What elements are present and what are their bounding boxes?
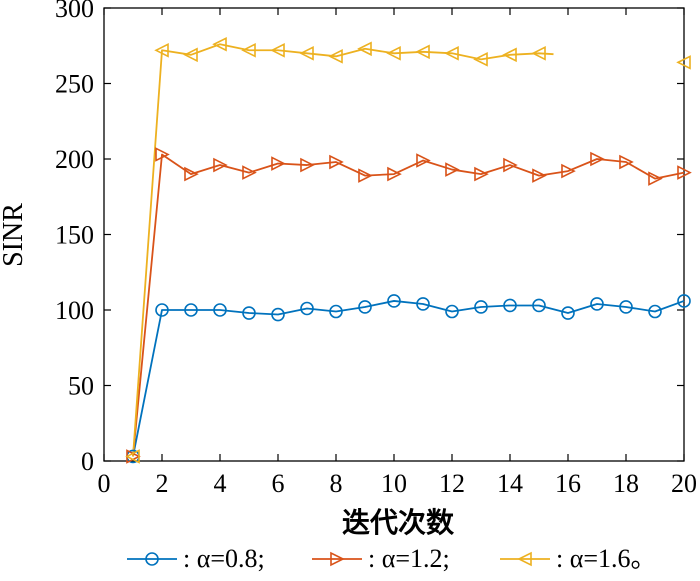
x-tick-label: 18 bbox=[613, 469, 639, 498]
series-3-point bbox=[415, 44, 430, 60]
series-2-point bbox=[561, 163, 576, 179]
series-1-point bbox=[416, 297, 430, 311]
series-1-point bbox=[184, 303, 198, 317]
series-3-point bbox=[502, 47, 517, 63]
series-2-point bbox=[155, 147, 170, 162]
series-1-point bbox=[474, 300, 488, 314]
series-3-point bbox=[531, 46, 546, 61]
legend-marker-2 bbox=[330, 551, 345, 567]
series-2-point bbox=[532, 168, 547, 183]
series-2-point bbox=[358, 168, 373, 183]
series-line-3 bbox=[132, 43, 554, 457]
y-tick-label: 100 bbox=[55, 296, 94, 325]
series-3-point bbox=[183, 47, 198, 63]
series-3-point bbox=[328, 49, 343, 64]
legend-marker-3 bbox=[517, 551, 532, 567]
y-axis-title: SINR bbox=[0, 203, 29, 267]
x-tick-label: 12 bbox=[439, 469, 465, 498]
series-1-point bbox=[590, 297, 604, 311]
series-1-point bbox=[619, 300, 633, 314]
series-3-point bbox=[299, 46, 314, 61]
series-2-point bbox=[329, 154, 344, 170]
series-1-point bbox=[300, 301, 314, 316]
series-2-point bbox=[271, 156, 286, 171]
series-line-1 bbox=[132, 300, 685, 457]
series-2-point bbox=[503, 157, 518, 173]
y-tick-label: 200 bbox=[55, 145, 94, 174]
series-1-point bbox=[155, 303, 169, 317]
series-3-point bbox=[154, 42, 169, 58]
y-axis: 0 50 100 150 200 250 300 bbox=[55, 0, 684, 476]
series-3-point bbox=[241, 42, 256, 58]
plot-border bbox=[103, 7, 685, 462]
legend-label-2: : α=1.2; bbox=[368, 544, 450, 573]
series-1-point bbox=[358, 300, 372, 314]
series-3-point bbox=[386, 46, 401, 61]
x-axis-title: 迭代次数 bbox=[342, 506, 455, 539]
series-3-point bbox=[473, 52, 488, 67]
series-2-point bbox=[619, 154, 634, 170]
series-markers bbox=[125, 36, 692, 464]
y-tick-label: 50 bbox=[68, 372, 94, 401]
series-3-point bbox=[357, 41, 372, 57]
x-tick-label: 6 bbox=[272, 469, 285, 498]
x-tick-label: 14 bbox=[497, 469, 523, 498]
series-1-point bbox=[387, 294, 401, 308]
series-3-point bbox=[270, 42, 285, 58]
x-axis: 0 2 4 6 8 10 12 14 16 18 20 bbox=[98, 8, 697, 498]
series-2-point bbox=[590, 151, 605, 167]
series-2-point bbox=[648, 171, 663, 186]
series-lines bbox=[132, 43, 685, 457]
series-1-point bbox=[532, 298, 546, 313]
series-1-point bbox=[561, 306, 575, 320]
series-1-point bbox=[445, 304, 459, 319]
series-2-point bbox=[213, 157, 228, 173]
y-tick-label: 250 bbox=[55, 70, 94, 99]
legend: : α=0.8; : α=1.2; : α=1.6。 bbox=[127, 544, 657, 573]
legend-marker-1 bbox=[145, 552, 159, 566]
legend-label-3: : α=1.6。 bbox=[556, 544, 657, 573]
series-1-point bbox=[271, 307, 285, 322]
series-3-point bbox=[125, 449, 140, 464]
series-2-point bbox=[677, 165, 692, 180]
x-tick-label: 10 bbox=[381, 469, 407, 498]
x-tick-label: 16 bbox=[555, 469, 581, 498]
series-2-point bbox=[387, 166, 402, 182]
series-1-point bbox=[503, 298, 517, 313]
series-1-point bbox=[213, 303, 227, 317]
series-3-point bbox=[212, 36, 227, 52]
x-tick-label: 20 bbox=[671, 469, 697, 498]
series-2-point bbox=[184, 166, 199, 182]
series-3-point bbox=[676, 55, 691, 70]
series-2-point bbox=[416, 153, 431, 168]
legend-label-1: : α=0.8; bbox=[183, 544, 265, 573]
x-tick-label: 0 bbox=[98, 469, 111, 498]
series-1-point bbox=[242, 306, 256, 320]
x-tick-label: 2 bbox=[156, 469, 169, 498]
series-1-point bbox=[648, 304, 662, 319]
y-tick-label: 0 bbox=[81, 447, 94, 476]
series-3-point bbox=[444, 46, 459, 61]
series-2-point bbox=[474, 166, 489, 182]
plot-frame bbox=[103, 7, 685, 462]
series-2-point bbox=[445, 162, 460, 177]
y-tick-label: 300 bbox=[55, 0, 94, 23]
series-2-point bbox=[300, 157, 315, 173]
x-tick-label: 8 bbox=[330, 469, 343, 498]
y-tick-label: 150 bbox=[55, 221, 94, 250]
series-1-point bbox=[677, 294, 691, 308]
x-tick-label: 4 bbox=[214, 469, 227, 498]
series-1-point bbox=[329, 304, 343, 319]
series-2-point bbox=[242, 165, 257, 180]
